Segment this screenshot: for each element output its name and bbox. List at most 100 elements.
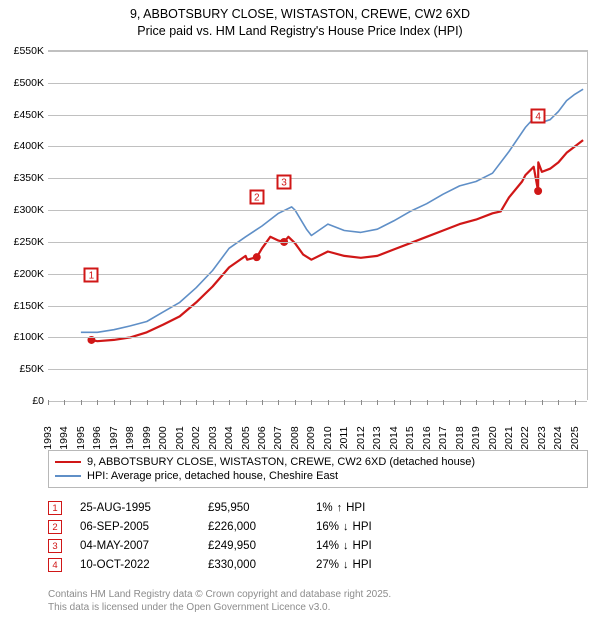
row-price: £95,950 [208,502,298,514]
x-tick [311,400,312,405]
x-tick [542,400,543,405]
x-tick [229,400,230,405]
chart-marker-3: 3 [277,174,292,189]
x-tick [493,400,494,405]
row-date: 06-SEP-2005 [80,521,190,533]
x-tick [558,400,559,405]
row-date: 10-OCT-2022 [80,559,190,571]
x-tick [163,400,164,405]
row-pct: 27%↓HPI [316,559,436,571]
chart-title: 9, ABBOTSBURY CLOSE, WISTASTON, CREWE, C… [0,0,600,40]
x-tick [460,400,461,405]
footer-line2: This data is licensed under the Open Gov… [48,601,391,614]
gridline [48,369,587,370]
row-marker: 4 [48,558,62,572]
x-tick [97,400,98,405]
x-tick [377,400,378,405]
x-tick [509,400,510,405]
y-axis-label: £550K [2,45,44,57]
sale-point [253,253,261,261]
x-tick [525,400,526,405]
row-date: 25-AUG-1995 [80,502,190,514]
x-tick [147,400,148,405]
gridline [48,337,587,338]
legend-item: 9, ABBOTSBURY CLOSE, WISTASTON, CREWE, C… [55,455,581,469]
y-axis-label: £50K [2,363,44,375]
y-axis-label: £250K [2,236,44,248]
sale-point [534,187,542,195]
legend-label: 9, ABBOTSBURY CLOSE, WISTASTON, CREWE, C… [87,456,475,468]
y-axis-label: £200K [2,268,44,280]
x-tick [575,400,576,405]
x-tick [81,400,82,405]
row-marker: 2 [48,520,62,534]
x-tick [295,400,296,405]
x-tick [262,400,263,405]
row-date: 04-MAY-2007 [80,540,190,552]
x-tick [130,400,131,405]
x-tick [427,400,428,405]
title-address: 9, ABBOTSBURY CLOSE, WISTASTON, CREWE, C… [0,6,600,23]
gridline [48,51,587,52]
row-price: £330,000 [208,559,298,571]
title-subtitle: Price paid vs. HM Land Registry's House … [0,23,600,40]
x-tick [196,400,197,405]
chart-marker-4: 4 [531,109,546,124]
x-tick [476,400,477,405]
arrow-up-icon: ↑ [337,502,343,514]
x-tick [114,400,115,405]
chart-lines [48,51,588,401]
chart-plot-area: £0£50K£100K£150K£200K£250K£300K£350K£400… [48,50,588,400]
row-marker: 1 [48,501,62,515]
x-tick [361,400,362,405]
gridline [48,306,587,307]
footer-attribution: Contains HM Land Registry data © Crown c… [48,588,391,614]
row-pct: 14%↓HPI [316,540,436,552]
x-tick [64,400,65,405]
row-price: £226,000 [208,521,298,533]
y-axis-label: £400K [2,140,44,152]
gridline [48,401,587,402]
row-price: £249,950 [208,540,298,552]
x-tick [48,400,49,405]
transaction-table: 1 25-AUG-1995 £95,950 1%↑HPI 2 06-SEP-2005 £22… [48,498,436,574]
row-pct: 1%↑HPI [316,502,436,514]
y-axis-label: £450K [2,109,44,121]
arrow-down-icon: ↓ [343,559,349,571]
gridline [48,210,587,211]
x-tick [180,400,181,405]
gridline [48,146,587,147]
legend-swatch [55,475,81,477]
x-tick [213,400,214,405]
gridline [48,83,587,84]
x-tick [246,400,247,405]
y-axis-label: £100K [2,331,44,343]
chart-marker-2: 2 [249,190,264,205]
y-axis-label: £0 [2,395,44,407]
table-row: 1 25-AUG-1995 £95,950 1%↑HPI [48,498,436,517]
x-tick [344,400,345,405]
arrow-down-icon: ↓ [343,540,349,552]
row-marker: 3 [48,539,62,553]
x-tick [410,400,411,405]
gridline [48,178,587,179]
x-tick [394,400,395,405]
footer-line1: Contains HM Land Registry data © Crown c… [48,588,391,601]
y-axis-label: £350K [2,172,44,184]
arrow-down-icon: ↓ [343,521,349,533]
x-tick [328,400,329,405]
gridline [48,242,587,243]
legend-label: HPI: Average price, detached house, Ches… [87,470,338,482]
y-axis-label: £300K [2,204,44,216]
legend-swatch [55,461,81,463]
y-axis-label: £500K [2,77,44,89]
table-row: 206-SEP-2005£226,00016%↓HPI [48,517,436,536]
y-axis-label: £150K [2,300,44,312]
table-row: 4 10-OCT-2022 £330,000 27%↓HPI [48,555,436,574]
chart-marker-1: 1 [84,267,99,282]
legend-item: HPI: Average price, detached house, Ches… [55,469,581,483]
gridline [48,115,587,116]
plot-region: £0£50K£100K£150K£200K£250K£300K£350K£400… [48,50,588,400]
legend-box: 9, ABBOTSBURY CLOSE, WISTASTON, CREWE, C… [48,450,588,488]
x-tick [443,400,444,405]
